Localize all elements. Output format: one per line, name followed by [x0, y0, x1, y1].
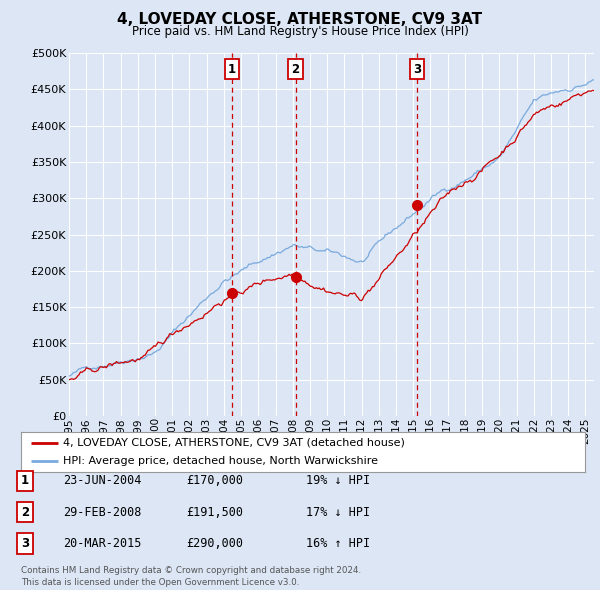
Text: £290,000: £290,000: [186, 537, 243, 550]
Text: 16% ↑ HPI: 16% ↑ HPI: [306, 537, 370, 550]
Text: 1: 1: [228, 63, 236, 76]
Text: 3: 3: [21, 537, 29, 550]
Text: Contains HM Land Registry data © Crown copyright and database right 2024.
This d: Contains HM Land Registry data © Crown c…: [21, 566, 361, 587]
Text: £191,500: £191,500: [186, 506, 243, 519]
Text: 29-FEB-2008: 29-FEB-2008: [63, 506, 142, 519]
Text: 23-JUN-2004: 23-JUN-2004: [63, 474, 142, 487]
Text: 17% ↓ HPI: 17% ↓ HPI: [306, 506, 370, 519]
Text: 4, LOVEDAY CLOSE, ATHERSTONE, CV9 3AT (detached house): 4, LOVEDAY CLOSE, ATHERSTONE, CV9 3AT (d…: [64, 438, 405, 448]
Text: 2: 2: [292, 63, 299, 76]
Text: 3: 3: [413, 63, 421, 76]
Text: HPI: Average price, detached house, North Warwickshire: HPI: Average price, detached house, Nort…: [64, 456, 379, 466]
Text: Price paid vs. HM Land Registry's House Price Index (HPI): Price paid vs. HM Land Registry's House …: [131, 25, 469, 38]
Text: 19% ↓ HPI: 19% ↓ HPI: [306, 474, 370, 487]
Text: 4, LOVEDAY CLOSE, ATHERSTONE, CV9 3AT: 4, LOVEDAY CLOSE, ATHERSTONE, CV9 3AT: [118, 12, 482, 27]
Text: 1: 1: [21, 474, 29, 487]
Text: £170,000: £170,000: [186, 474, 243, 487]
Text: 2: 2: [21, 506, 29, 519]
Text: 20-MAR-2015: 20-MAR-2015: [63, 537, 142, 550]
